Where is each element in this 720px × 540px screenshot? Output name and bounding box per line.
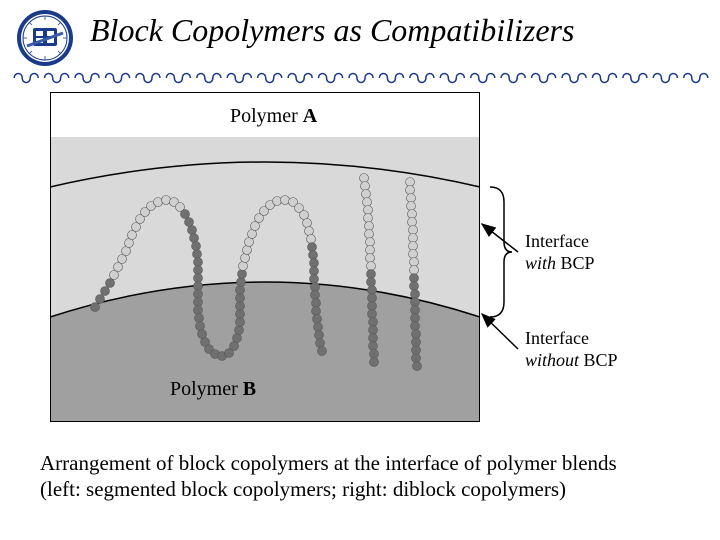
- svg-text:Polymer B: Polymer B: [170, 378, 256, 400]
- svg-text:Interface: Interface: [525, 328, 589, 348]
- copolymer-diagram: Polymer APolymer BInterface with BCPInte…: [50, 92, 660, 422]
- decorative-border: [10, 68, 710, 88]
- svg-text:with BCP: with BCP: [525, 253, 595, 273]
- figure-caption: Arrangement of block copolymers at the i…: [40, 450, 660, 503]
- svg-text:Interface: Interface: [525, 231, 589, 251]
- svg-text:Polymer A: Polymer A: [230, 105, 318, 127]
- page-title: Block Copolymers as Compatibilizers: [90, 12, 710, 49]
- svg-text:without BCP: without BCP: [525, 350, 618, 370]
- institution-logo: [15, 8, 75, 68]
